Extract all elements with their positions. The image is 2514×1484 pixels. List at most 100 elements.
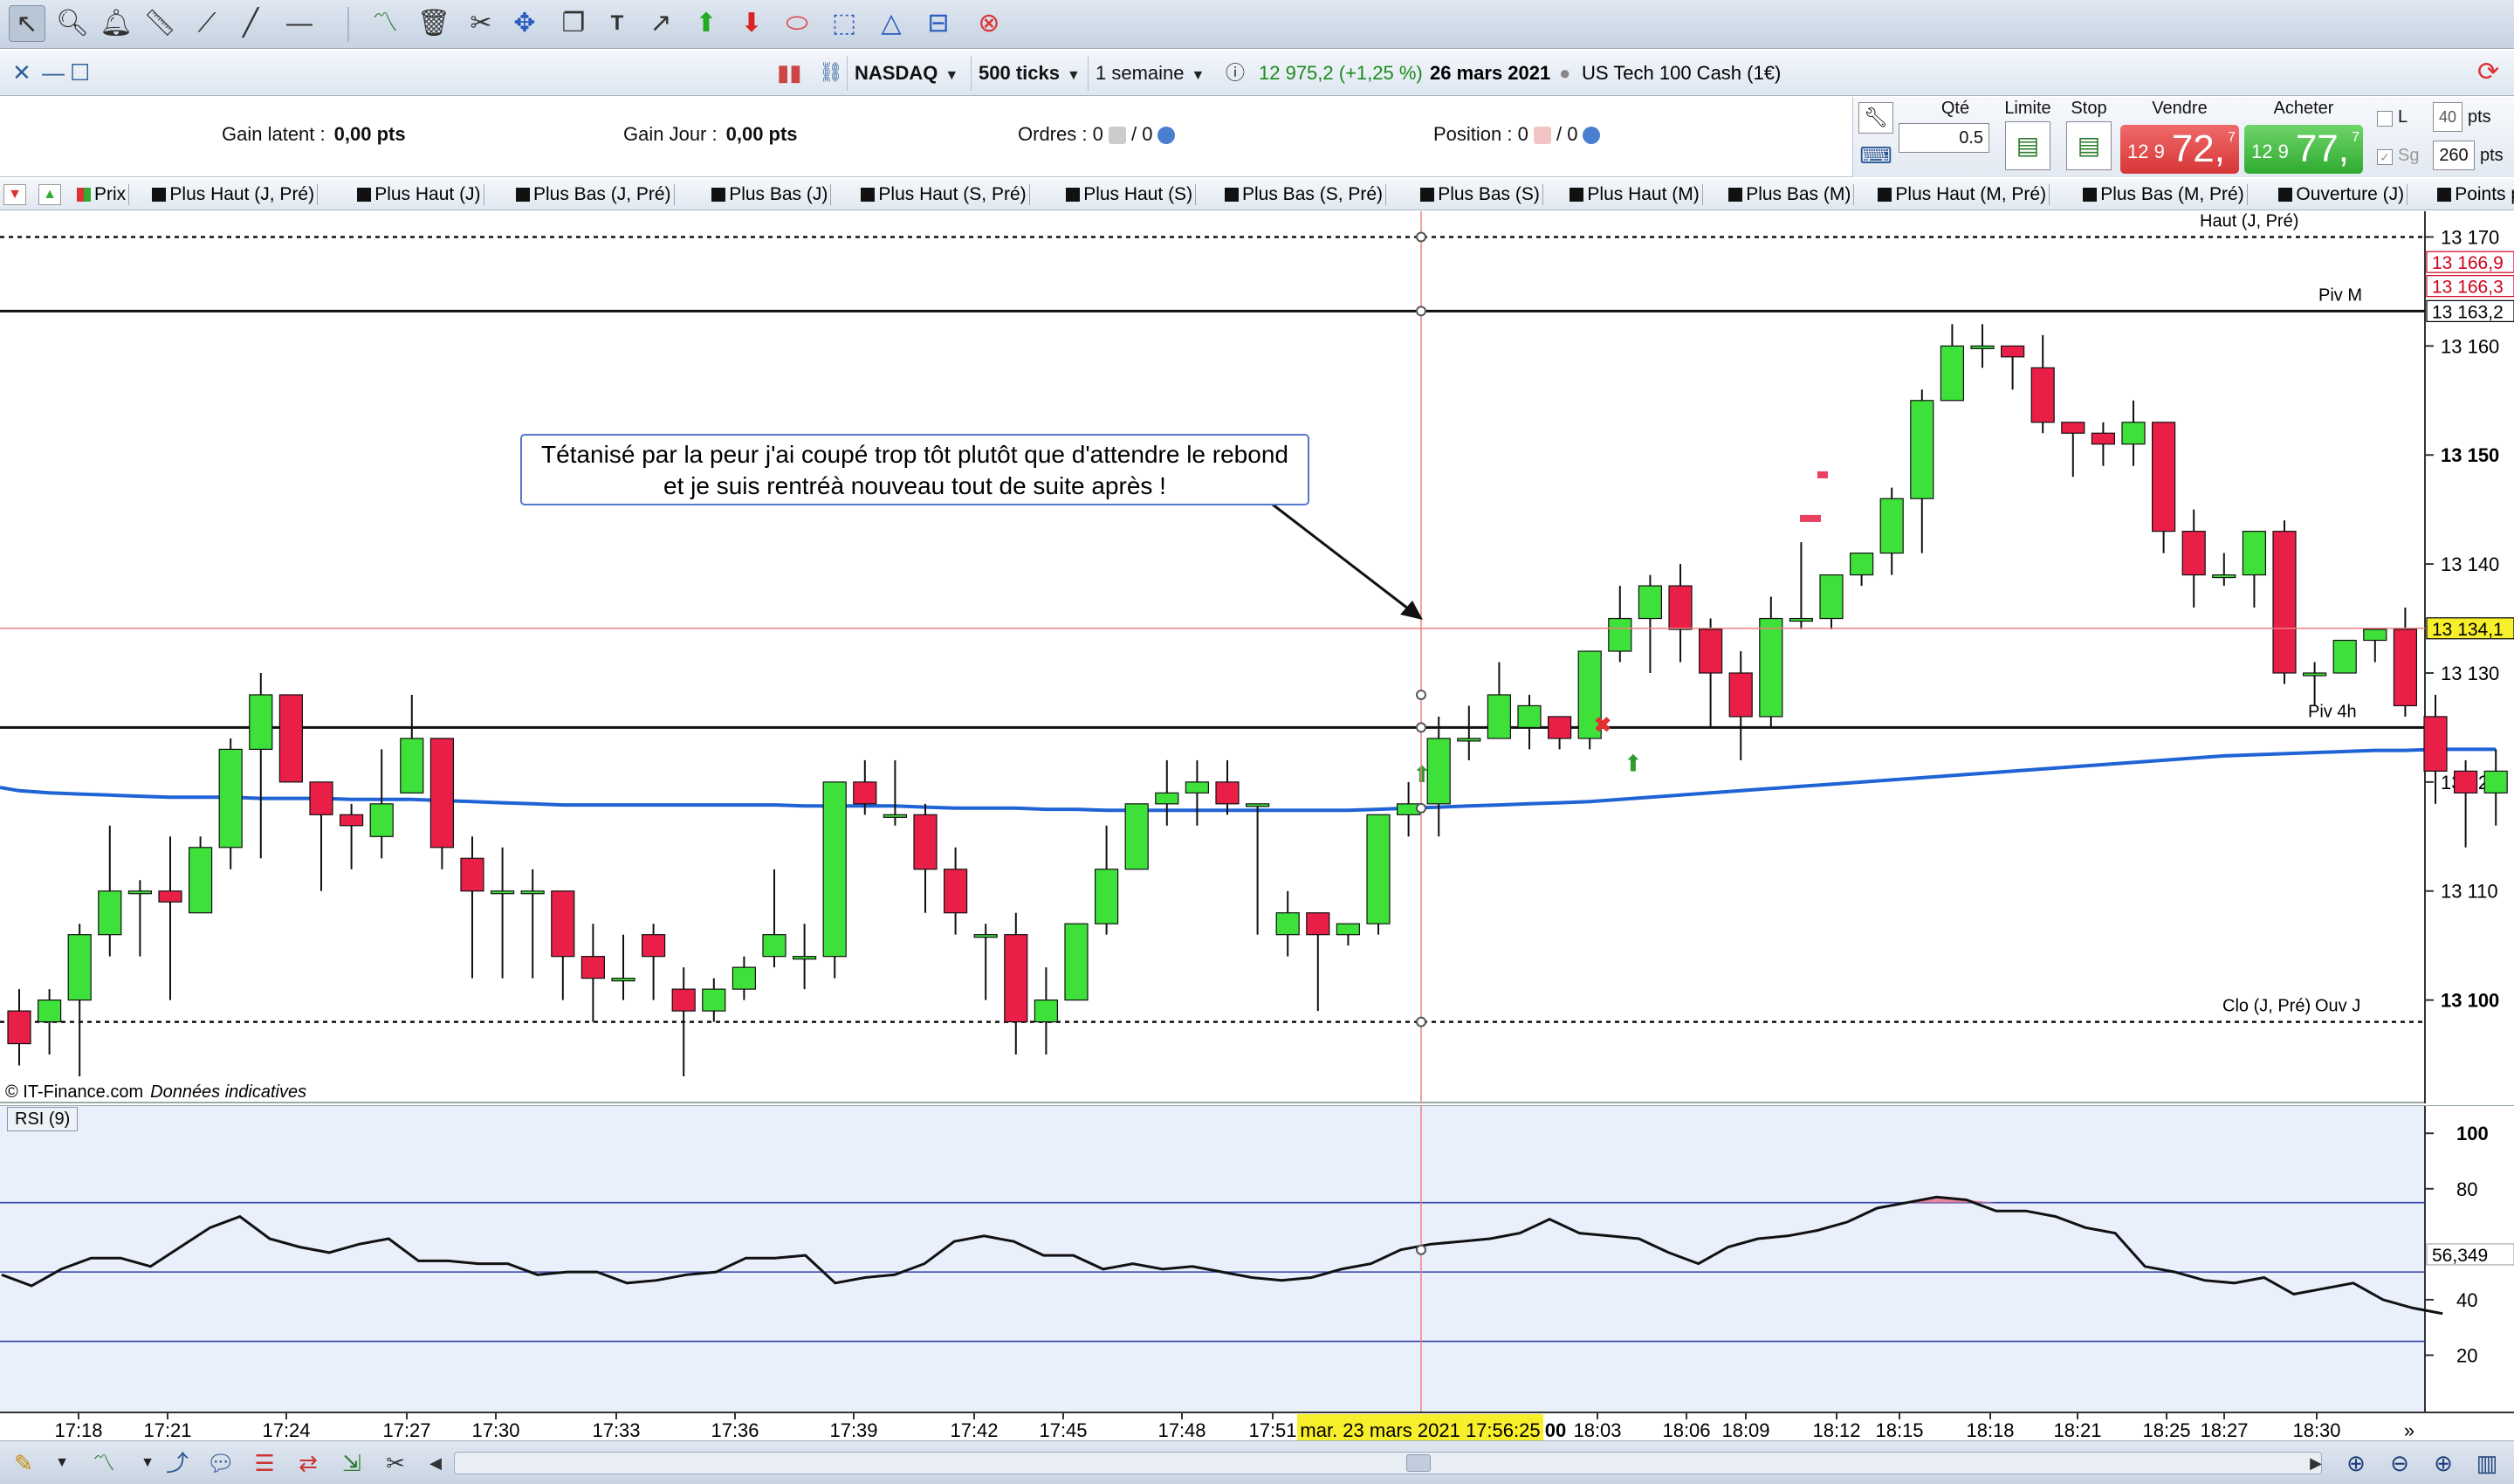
- zoom-icon[interactable]: 🔍︎: [55, 9, 90, 38]
- rectangle-icon[interactable]: ⬚: [831, 9, 857, 38]
- line-icon[interactable]: ╱: [242, 9, 259, 38]
- ticks-select[interactable]: 500 ticks ▼: [971, 56, 1088, 91]
- stop-points-input[interactable]: 260: [2433, 141, 2475, 170]
- gear-icon[interactable]: [1583, 127, 1601, 145]
- share-icon[interactable]: ⤴: [165, 1450, 189, 1476]
- scissors-icon[interactable]: ✂: [386, 1450, 405, 1476]
- zoom-out-icon[interactable]: ⊖: [2390, 1450, 2409, 1476]
- rsi-value-label: 56,349: [2432, 1246, 2488, 1266]
- candle: [792, 924, 817, 990]
- indicator-1[interactable]: Plus Haut (J, Pré): [147, 182, 319, 207]
- position-summary[interactable]: Position : 0 / 0: [1433, 123, 1601, 146]
- indicator-5[interactable]: Plus Haut (S, Pré): [855, 182, 1030, 207]
- segment-icon[interactable]: ⟋: [197, 9, 216, 38]
- fibonacci-icon[interactable]: △: [881, 9, 902, 38]
- indicator-14[interactable]: Points pivots (: [2432, 182, 2514, 207]
- stop-order-button[interactable]: ▤: [2066, 121, 2112, 170]
- pencil-icon[interactable]: ✎: [14, 1450, 33, 1476]
- wrench-icon[interactable]: 🔧︎: [1858, 102, 1893, 134]
- link-icon[interactable]: ⛓︎: [819, 61, 843, 83]
- copy-icon[interactable]: ❐: [561, 9, 586, 38]
- close-icon[interactable]: ✕: [12, 59, 31, 86]
- sell-button[interactable]: 12 9 72, 7: [2120, 125, 2239, 174]
- ruler-icon[interactable]: 📏︎: [142, 9, 177, 38]
- list-icon[interactable]: ☰: [254, 1450, 275, 1476]
- pointer-icon[interactable]: ↖: [9, 5, 45, 42]
- qty-input[interactable]: 0.5: [1899, 123, 1989, 153]
- indicator-10[interactable]: Plus Bas (M): [1723, 182, 1855, 207]
- time-scrollbar[interactable]: [454, 1452, 2322, 1474]
- candle: [400, 694, 424, 794]
- comment-icon[interactable]: 💬︎: [206, 1450, 236, 1476]
- candle: [2001, 345, 2025, 390]
- indicator-7[interactable]: Plus Bas (S, Pré): [1219, 182, 1387, 207]
- period-select[interactable]: 1 semaine ▼: [1088, 56, 1215, 91]
- chart-type-icon[interactable]: ▮▮: [777, 59, 802, 86]
- arrow-icon[interactable]: ↗: [649, 9, 672, 38]
- indicator-3[interactable]: Plus Bas (J, Pré): [511, 182, 675, 207]
- buy-button[interactable]: 12 9 77, 7: [2244, 125, 2363, 174]
- candle-body: [2091, 432, 2115, 445]
- zoom-fit-icon[interactable]: ⊕: [2346, 1450, 2366, 1476]
- chart-style-icon[interactable]: 〽: [92, 1450, 115, 1476]
- rsi-legend[interactable]: RSI (9): [7, 1107, 79, 1131]
- collapse-up-icon[interactable]: ▲: [38, 184, 61, 205]
- candle: [2393, 608, 2417, 717]
- move-icon[interactable]: ✥: [513, 9, 536, 38]
- market-select[interactable]: NASDAQ ▼: [847, 56, 971, 91]
- maximize-icon[interactable]: ☐: [70, 59, 91, 86]
- dropdown-icon[interactable]: ▼: [141, 1455, 155, 1470]
- rsi-chart[interactable]: 20 40 80 100 56,349 17:18 17:21 17:24 17:27 17:30…: [0, 1105, 2514, 1440]
- horizontal-line-icon[interactable]: —: [286, 9, 313, 38]
- text-icon[interactable]: T: [610, 11, 624, 35]
- collapse-down-icon[interactable]: ▼: [3, 184, 26, 205]
- indicator-6[interactable]: Plus Haut (S): [1061, 182, 1197, 207]
- indicator-12[interactable]: Plus Bas (M, Pré): [2078, 182, 2248, 207]
- limit-checkbox[interactable]: [2377, 111, 2393, 127]
- time-tick-label: 17:39: [829, 1419, 877, 1440]
- candle-body: [551, 890, 575, 958]
- candle-body: [883, 814, 908, 818]
- indicator-8[interactable]: Plus Bas (S): [1415, 182, 1543, 207]
- indicator-9[interactable]: Plus Haut (M): [1564, 182, 1703, 207]
- scroll-right-icon[interactable]: ▶: [2310, 1454, 2322, 1472]
- orders-summary[interactable]: Ordres : 0 / 0: [1018, 123, 1176, 146]
- export-icon[interactable]: ⇲: [342, 1450, 361, 1476]
- tools-icon[interactable]: ✂: [470, 9, 492, 38]
- keyboard-icon[interactable]: ⌨: [1859, 142, 1892, 168]
- fibonacci-fan-icon[interactable]: ⊟: [927, 9, 950, 38]
- scroll-left-icon[interactable]: ◀: [429, 1454, 442, 1472]
- candle: [189, 836, 213, 914]
- stop-checkbox[interactable]: ✓: [2377, 149, 2393, 165]
- alarm-icon[interactable]: 🔔︎: [99, 9, 134, 38]
- dropdown-icon[interactable]: ▼: [55, 1455, 69, 1470]
- indicator-2[interactable]: Plus Haut (J): [352, 182, 484, 207]
- ellipse-icon[interactable]: ⬭: [786, 9, 808, 38]
- limit-points-input[interactable]: 40: [2433, 102, 2462, 132]
- candle: [1275, 890, 1300, 957]
- scroll-thumb[interactable]: [1406, 1454, 1431, 1472]
- down-arrow-icon[interactable]: ⬇: [740, 9, 763, 38]
- level-label: Piv M: [2318, 285, 2362, 305]
- limit-label: Limite: [2004, 99, 2051, 118]
- info-icon[interactable]: ⓘ: [1226, 62, 1246, 84]
- indicator-icon[interactable]: 〽: [372, 9, 398, 38]
- limit-order-button[interactable]: ▤: [2005, 121, 2050, 170]
- gear-icon[interactable]: [1157, 127, 1176, 145]
- candle: [37, 989, 62, 1055]
- refresh-icon[interactable]: ⟳: [2477, 58, 2500, 86]
- indicator-0[interactable]: Prix: [72, 182, 130, 207]
- compare-icon[interactable]: ⇄: [299, 1450, 318, 1476]
- indicator-13[interactable]: Ouverture (J): [2273, 182, 2408, 207]
- clear-icon[interactable]: ⊗: [978, 9, 1000, 38]
- minimize-icon[interactable]: —: [42, 59, 65, 86]
- trash-icon[interactable]: 🗑︎: [416, 9, 451, 38]
- zoom-in-icon[interactable]: ⊕: [2434, 1450, 2453, 1476]
- indicator-11[interactable]: Plus Haut (M, Pré): [1872, 182, 2050, 207]
- candle: [2454, 759, 2478, 848]
- indicator-4[interactable]: Plus Bas (J): [706, 182, 832, 207]
- annotation-box[interactable]: Tétanisé par la peur j'ai coupé trop tôt…: [520, 434, 1309, 505]
- columns-icon[interactable]: ▥: [2476, 1450, 2498, 1476]
- up-arrow-icon[interactable]: ⬆: [695, 9, 718, 38]
